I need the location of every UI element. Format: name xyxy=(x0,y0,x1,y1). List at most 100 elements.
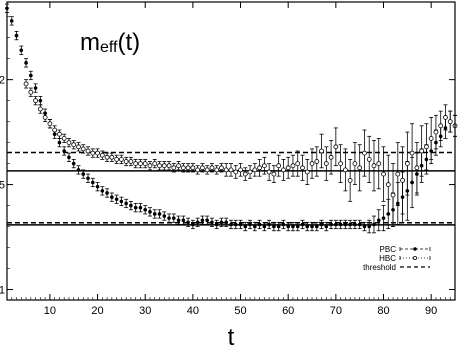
data-point xyxy=(429,136,433,140)
data-point xyxy=(24,82,28,86)
data-point xyxy=(253,168,257,172)
data-point xyxy=(443,115,447,119)
data-point xyxy=(339,162,343,166)
data-point xyxy=(177,164,181,168)
data-point xyxy=(367,225,371,229)
data-point xyxy=(229,223,233,227)
data-point xyxy=(67,141,71,145)
series-pbc xyxy=(5,4,457,233)
data-point xyxy=(353,162,357,166)
data-point xyxy=(53,128,57,132)
data-point xyxy=(239,223,243,227)
data-point xyxy=(191,223,195,227)
data-point xyxy=(210,166,214,170)
data-point xyxy=(215,168,219,172)
legend-label: HBC xyxy=(379,254,396,263)
data-point xyxy=(43,115,47,119)
data-point xyxy=(15,34,19,38)
data-point xyxy=(219,166,223,170)
data-point xyxy=(86,176,90,180)
data-point xyxy=(372,164,376,168)
data-point xyxy=(281,168,285,172)
data-point xyxy=(182,218,186,222)
data-point xyxy=(196,221,200,225)
data-point xyxy=(286,166,290,170)
data-point xyxy=(10,19,14,23)
data-point xyxy=(305,170,309,174)
data-point xyxy=(415,166,419,170)
y-tick-label: 1 xyxy=(0,285,5,297)
data-point xyxy=(139,206,143,210)
y-tick-label: 1.5 xyxy=(0,180,5,192)
data-point xyxy=(420,149,424,153)
data-point xyxy=(81,147,85,151)
data-point xyxy=(367,157,371,161)
data-point xyxy=(148,164,152,168)
data-point xyxy=(343,168,347,172)
data-point xyxy=(305,225,309,229)
data-point xyxy=(162,164,166,168)
chart-title-group: meff(t) xyxy=(80,29,140,56)
data-point xyxy=(291,225,295,229)
data-point xyxy=(158,212,162,216)
data-point xyxy=(410,151,414,155)
data-point xyxy=(115,157,119,161)
data-point xyxy=(329,223,333,227)
y-tick-label: 2 xyxy=(0,75,5,87)
data-point xyxy=(424,145,428,149)
data-point xyxy=(148,210,152,214)
legend-label: PBC xyxy=(380,245,397,254)
data-point xyxy=(348,178,352,182)
data-point xyxy=(263,225,267,229)
data-point xyxy=(215,223,219,227)
data-point xyxy=(48,122,52,126)
data-point xyxy=(129,159,133,163)
data-point xyxy=(186,166,190,170)
data-point xyxy=(277,164,281,168)
x-tick-label: 60 xyxy=(282,305,294,317)
data-point xyxy=(401,178,405,182)
x-tick-label: 50 xyxy=(234,305,246,317)
x-tick-label: 30 xyxy=(139,305,151,317)
data-point xyxy=(377,218,381,222)
data-point xyxy=(91,181,95,185)
data-point xyxy=(34,86,38,90)
data-point xyxy=(76,145,80,149)
title-symbol: m xyxy=(80,29,100,56)
x-tick-label: 20 xyxy=(91,305,103,317)
data-point xyxy=(191,166,195,170)
data-point xyxy=(334,145,338,149)
data-point xyxy=(234,223,238,227)
data-point xyxy=(91,151,95,155)
data-point xyxy=(86,149,90,153)
data-point xyxy=(315,225,319,229)
data-point xyxy=(124,202,128,206)
x-tick-label: 70 xyxy=(330,305,342,317)
title-subscript: eff xyxy=(100,39,118,56)
data-point xyxy=(324,162,328,166)
data-point xyxy=(358,166,362,170)
data-point xyxy=(58,141,62,145)
x-tick-label: 40 xyxy=(187,305,199,317)
data-point xyxy=(277,225,281,229)
data-point xyxy=(153,162,157,166)
legend-marker xyxy=(413,256,416,259)
data-point xyxy=(258,223,262,227)
data-point xyxy=(29,90,33,94)
data-point xyxy=(439,124,443,128)
data-point xyxy=(243,225,247,229)
data-point xyxy=(62,136,66,140)
data-point xyxy=(115,197,119,201)
data-point xyxy=(105,155,109,159)
data-point xyxy=(24,61,28,65)
data-point xyxy=(81,172,85,176)
data-point xyxy=(296,162,300,166)
data-point xyxy=(143,162,147,166)
data-point xyxy=(205,168,209,172)
data-point xyxy=(315,159,319,163)
data-point xyxy=(391,193,395,197)
data-point xyxy=(101,189,105,193)
data-point xyxy=(300,166,304,170)
data-point xyxy=(262,164,266,168)
data-point xyxy=(348,223,352,227)
